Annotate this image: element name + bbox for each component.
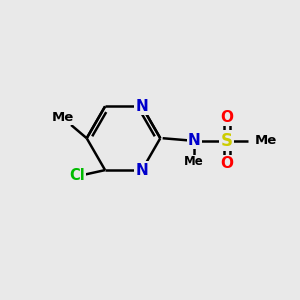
Text: N: N [188,133,200,148]
Text: N: N [136,99,148,114]
Text: Cl: Cl [69,169,85,184]
Text: O: O [220,110,233,125]
Text: Me: Me [184,155,204,168]
Text: Me: Me [52,111,74,124]
Text: N: N [136,163,148,178]
Text: Me: Me [255,134,278,147]
Text: S: S [220,132,232,150]
Text: O: O [220,156,233,171]
